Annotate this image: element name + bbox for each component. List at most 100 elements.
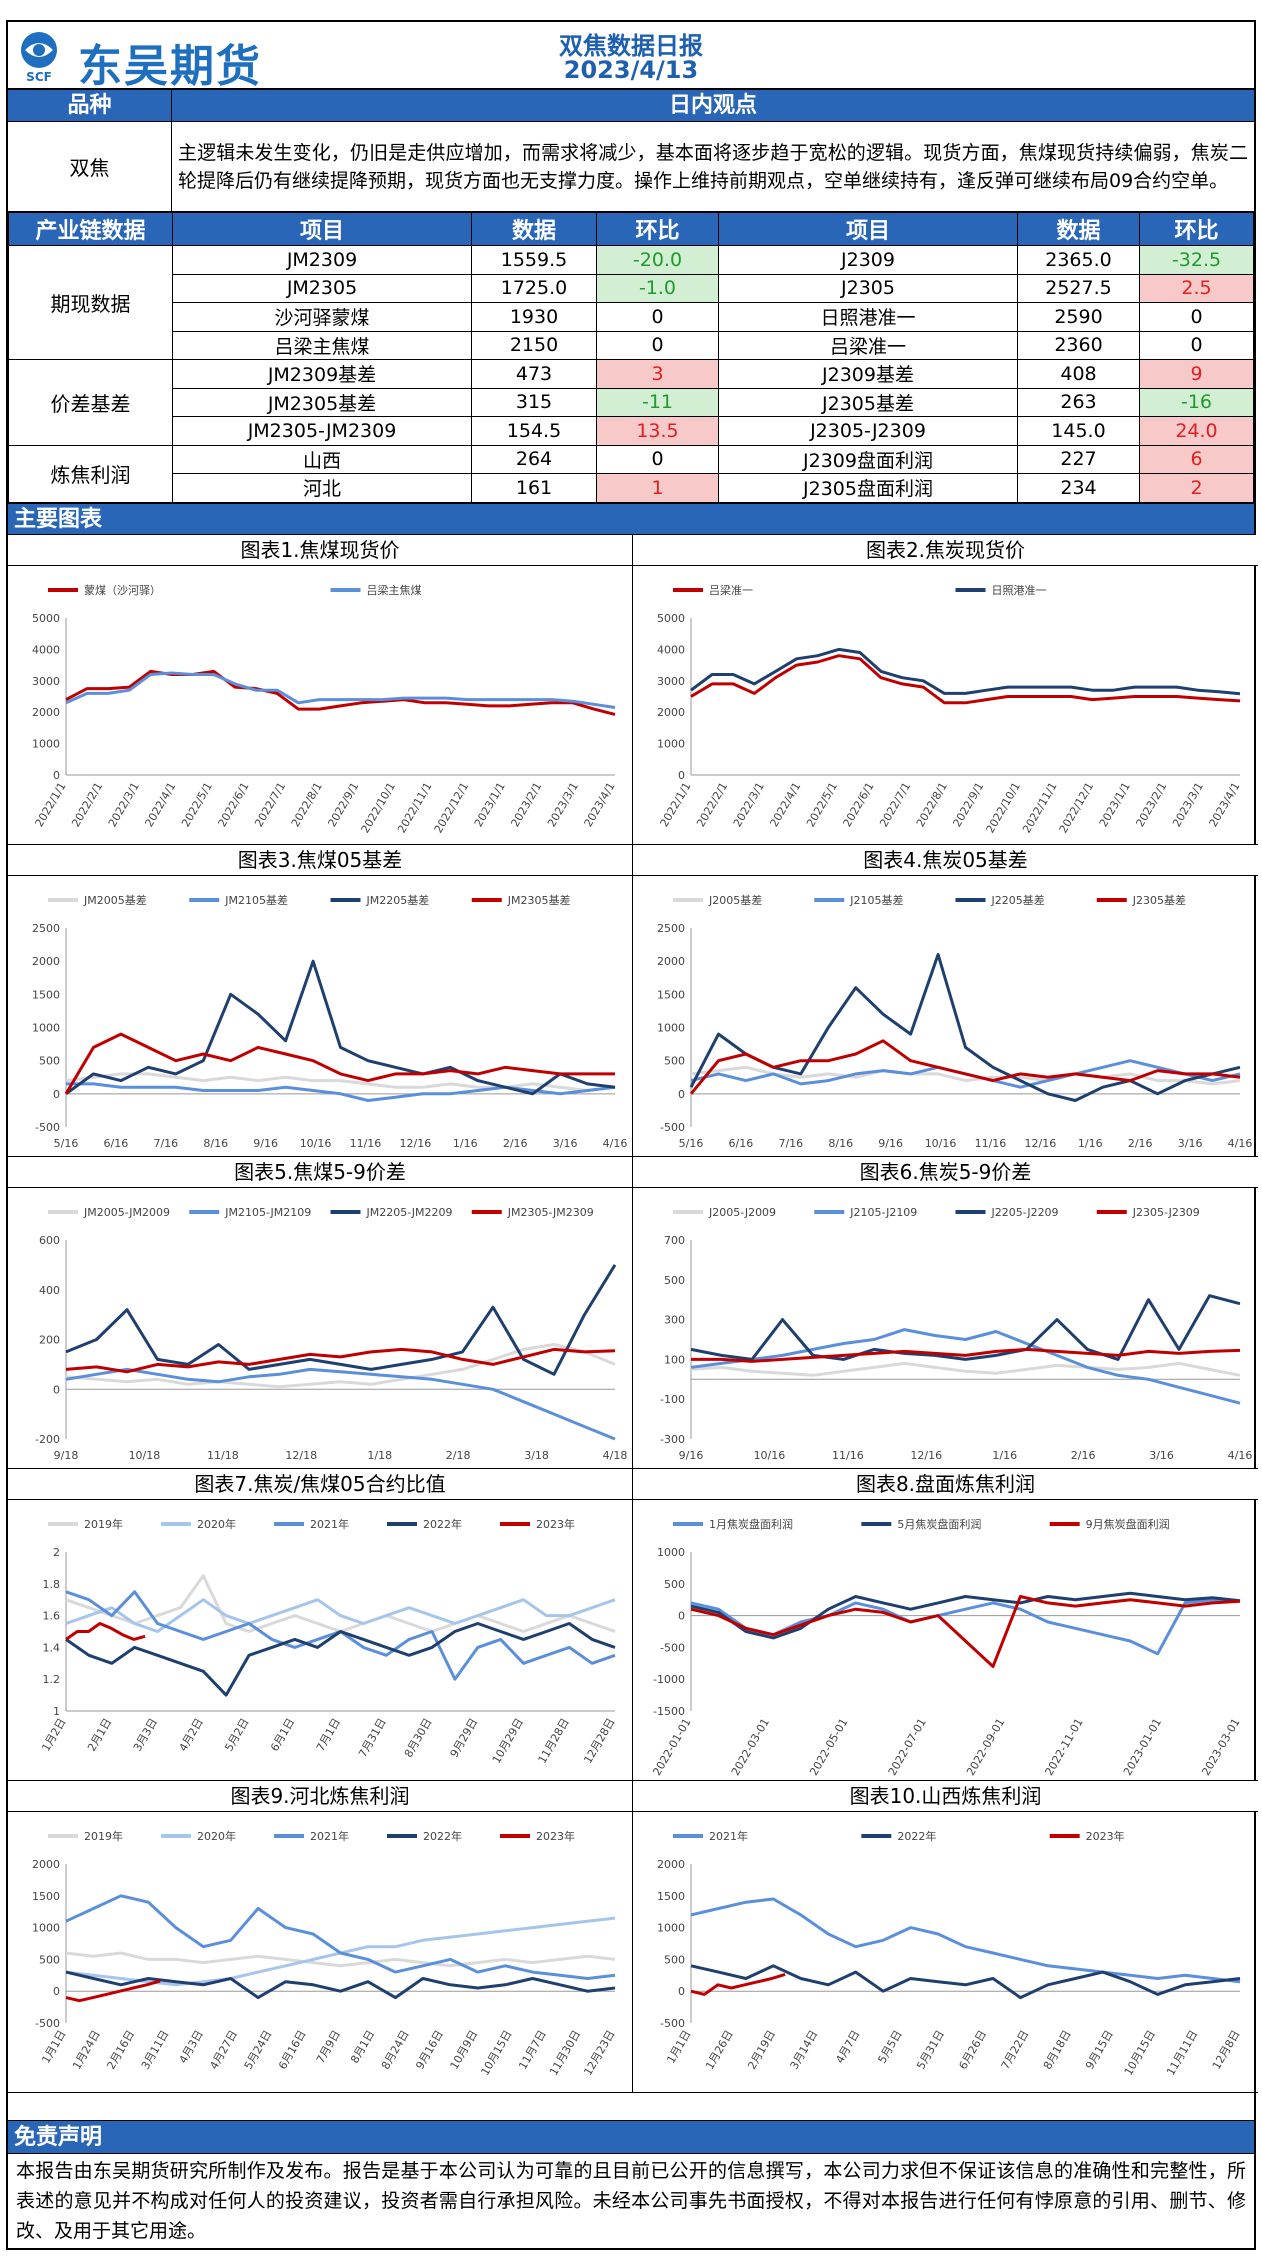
table-cell-value: 227: [1017, 444, 1140, 474]
legend-label: JM2305基差: [507, 893, 571, 907]
table-cell-change: -16: [1139, 387, 1254, 417]
y-tick-label: 300: [664, 1313, 685, 1326]
x-tick-label: 2023/1/1: [1097, 780, 1133, 829]
chart-title: 图表5.焦煤5-9价差: [8, 1156, 632, 1188]
y-tick-label: 1500: [32, 1889, 60, 1902]
table-cell-change: 9: [1139, 359, 1254, 389]
x-tick-label: 12月23日: [581, 2028, 617, 2078]
x-tick-label: 2022/5/1: [179, 780, 215, 829]
legend-label: 2021年: [310, 1517, 349, 1531]
legend-label: 2022年: [423, 1829, 462, 1843]
table-cell-change: 1: [596, 473, 719, 503]
legend-label: J2105-J2109: [849, 1206, 917, 1219]
x-tick-label: 2023/3/1: [1170, 780, 1206, 829]
table-cell-change: 2: [1139, 473, 1254, 503]
series-line: [689, 952, 1241, 1102]
table-row: JM2305基差 315 -11 J2305基差 263 -16: [9, 387, 1254, 417]
x-tick-label: 8月18日: [1041, 2028, 1074, 2072]
y-tick-label: 1000: [657, 737, 685, 750]
x-tick-label: 2022/1/1: [658, 780, 694, 829]
series-line: [690, 1597, 1241, 1655]
report-header: SCF 东吴期货 双焦数据日报 2023/4/13: [8, 22, 1254, 92]
x-tick-label: 3月3日: [131, 1716, 160, 1754]
x-tick-label: 2022/7/1: [877, 780, 913, 829]
x-tick-label: 2022/2/1: [694, 780, 730, 829]
report-page: SCF 东吴期货 双焦数据日报 2023/4/13 品种 日内观点 双焦 主逻辑…: [6, 20, 1258, 2250]
x-tick-label: 4/18: [603, 1449, 628, 1462]
table-cell-change: -11: [596, 387, 719, 417]
table-cell-item: 日照港准一: [718, 302, 1018, 332]
chart-title: 图表8.盘面炼焦利润: [633, 1468, 1258, 1500]
chart-8: 图表8.盘面炼焦利润 1月焦炭盘面利润 5月焦炭盘面利润 9月焦炭盘面利润 -1500 -…: [633, 1468, 1258, 1781]
table-group-name: 期现数据: [8, 245, 173, 360]
x-tick-label: 2022/10/1: [984, 780, 1023, 835]
x-tick-label: 7/16: [778, 1137, 803, 1150]
x-tick-label: 7月1日: [314, 1716, 343, 1754]
x-tick-label: 11/18: [207, 1449, 239, 1462]
x-tick-label: 2023-03-01: [1199, 1716, 1242, 1778]
y-tick-label: 400: [39, 1283, 60, 1296]
x-tick-label: 10月15日: [478, 2028, 514, 2078]
series-line: [691, 1347, 1241, 1363]
x-tick-label: 6月1日: [268, 1716, 297, 1754]
table-cell-change: -20.0: [596, 245, 719, 275]
y-tick-label: 4000: [32, 643, 60, 656]
x-tick-label: 2022/4/1: [767, 780, 803, 829]
y-tick-label: 1.8: [43, 1577, 61, 1590]
y-tick-label: 2000: [32, 706, 60, 719]
brand-logo: SCF 东吴期货: [16, 28, 306, 92]
legend-label: 蒙煤（沙河驿）: [84, 584, 161, 597]
chart-title: 图表7.焦炭/焦煤05合约比值: [8, 1468, 632, 1500]
legend-label: 2023年: [536, 1517, 575, 1531]
x-tick-label: 11/16: [975, 1137, 1007, 1150]
x-tick-label: 6/16: [729, 1137, 754, 1150]
x-tick-label: 2022/8/1: [914, 780, 950, 829]
legend-label: 吕梁主焦煤: [367, 583, 422, 597]
series-line: [690, 653, 1241, 704]
table-cell-value: 145.0: [1017, 416, 1140, 446]
x-tick-label: 2022-07-01: [886, 1716, 929, 1778]
x-tick-label: 2022/11/1: [395, 780, 434, 835]
y-tick-label: 1000: [657, 1021, 685, 1034]
table-cell-change: 2.5: [1139, 273, 1254, 303]
y-tick-label: -100: [660, 1393, 685, 1406]
table-cell-change: -32.5: [1139, 245, 1254, 275]
x-tick-label: 2022/3/1: [106, 780, 142, 829]
table-cell-item: JM2305: [172, 273, 472, 303]
table-cell-change: -1.0: [596, 273, 719, 303]
x-tick-label: 9/16: [878, 1137, 903, 1150]
x-tick-label: 2022-11-01: [1043, 1716, 1086, 1778]
table-cell-item: J2309基差: [718, 359, 1018, 389]
legend-label: 5月焦炭盘面利润: [897, 1517, 981, 1531]
legend-label: 2020年: [197, 1517, 236, 1531]
table-cell-value: 2360: [1017, 330, 1140, 360]
table-cell-change: 0: [1139, 302, 1254, 332]
chart-svg: 2019年 2020年 2021年 2022年 2023年 -500 0 500 1000 150…: [32, 1829, 618, 2078]
legend-label: 2020年: [197, 1829, 236, 1843]
series-line: [65, 669, 616, 716]
charts-grid: 图表1.焦煤现货价 蒙煤（沙河驿） 吕梁主焦煤 0 1000 2000 3000 4000 50…: [8, 534, 1258, 2120]
table-cell-value: 315: [471, 387, 597, 417]
x-tick-label: 9月15日: [1083, 2028, 1116, 2072]
x-tick-label: 2023/2/1: [1133, 780, 1169, 829]
series-line: [65, 1342, 616, 1388]
table-row: 炼焦利润 山西 264 0 J2309盘面利润 227 6: [8, 444, 1254, 503]
scf-logo-icon: SCF: [21, 32, 57, 84]
chain-data-table: 产业链数据 项目 数据 环比 项目 数据 环比 期现数据 JM2309 1559.5 -20.0 J2…: [8, 212, 1254, 503]
table-cell-item: JM2309基差: [172, 359, 472, 389]
x-tick-label: 2023/1/1: [472, 780, 508, 829]
table-group-name: 炼焦利润: [8, 444, 173, 503]
table-cell-item: 山西: [172, 444, 472, 474]
series-line: [66, 1081, 616, 1102]
chart-svg: 2019年 2020年 2021年 2022年 2023年 1 1.2 1.4 1.6 1.8 2 1…: [39, 1517, 617, 1766]
series-line: [65, 1893, 616, 1980]
logo-sub: SCF: [26, 70, 52, 84]
x-tick-label: 11/16: [832, 1449, 864, 1462]
chart-title: 图表10.山西炼焦利润: [633, 1780, 1258, 1812]
table-cell-value: 1559.5: [471, 245, 597, 275]
legend-label: J2005基差: [708, 893, 762, 907]
table-row: 河北 161 1 J2305盘面利润 234 2: [9, 473, 1254, 503]
y-tick-label: 2000: [657, 706, 685, 719]
chart-9: 图表9.河北炼焦利润 2019年 2020年 2021年 2022年 2023年 -500 0…: [8, 1780, 633, 2093]
table-cell-change: 13.5: [596, 416, 719, 446]
